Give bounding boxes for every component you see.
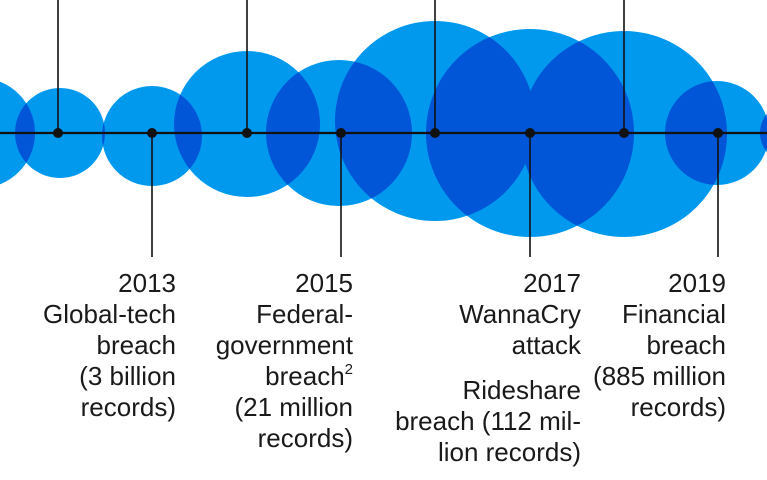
event-2017b-line-0: Rideshare [462, 375, 581, 405]
event-2017b-line-1: breach (112 mil- [395, 406, 581, 436]
event-2013-line-1: Global-tech [43, 299, 176, 329]
timeline-dot-2 [242, 128, 252, 138]
timeline-dot-3 [336, 128, 346, 138]
event-label-2017-rideshare: Rideshare breach (112 mil- lion records) [395, 375, 581, 468]
event-2013-line-4: records) [80, 392, 176, 422]
stem-group [57, 0, 719, 257]
year-2015: 2015 [295, 268, 353, 298]
event-2013-line-3: (3 billion [79, 361, 176, 391]
event-label-2017: 2017 WannaCry attack [459, 268, 581, 361]
timeline-dot-0 [53, 128, 63, 138]
event-2015-line-4: (21 million [234, 392, 354, 422]
event-2015-line-2: government [215, 330, 353, 360]
timeline-dot-4 [430, 128, 440, 138]
event-2017-line-1: WannaCry [459, 299, 581, 329]
event-label-2013: 2013 Global-tech breach (3 billion recor… [43, 268, 176, 423]
year-2019: 2019 [668, 268, 726, 298]
timeline-dot-6 [619, 128, 629, 138]
event-2019-line-1: Financial [621, 299, 726, 329]
footnote-marker: 2 [344, 361, 353, 378]
event-label-2015: 2015 Federal- government breach2 (21 mil… [216, 268, 353, 454]
event-2019-line-2: breach [646, 330, 727, 360]
event-2019-line-4: records) [630, 392, 726, 422]
bubble-overlap-4 [266, 60, 320, 197]
bubble-group [0, 21, 767, 237]
event-2019-line-3: (885 million [593, 361, 726, 391]
timeline-dot-7 [713, 128, 723, 138]
event-2015-breach-text: breach [265, 361, 345, 391]
event-2015-line-1: Federal- [256, 299, 353, 329]
dot-group [53, 128, 723, 138]
event-2015-line-3: breach2 [216, 361, 353, 392]
event-2017b-line-2: lion records) [437, 437, 581, 467]
event-2015-line-5: records) [257, 423, 353, 453]
year-2013: 2013 [118, 268, 176, 298]
event-2017-line-2: attack [511, 330, 581, 360]
timeline-dot-5 [525, 128, 535, 138]
year-2017: 2017 [523, 268, 581, 298]
event-2013-line-2: breach [96, 330, 177, 360]
event-label-2019: 2019 Financial breach (885 million recor… [593, 268, 726, 423]
timeline-dot-1 [147, 128, 157, 138]
